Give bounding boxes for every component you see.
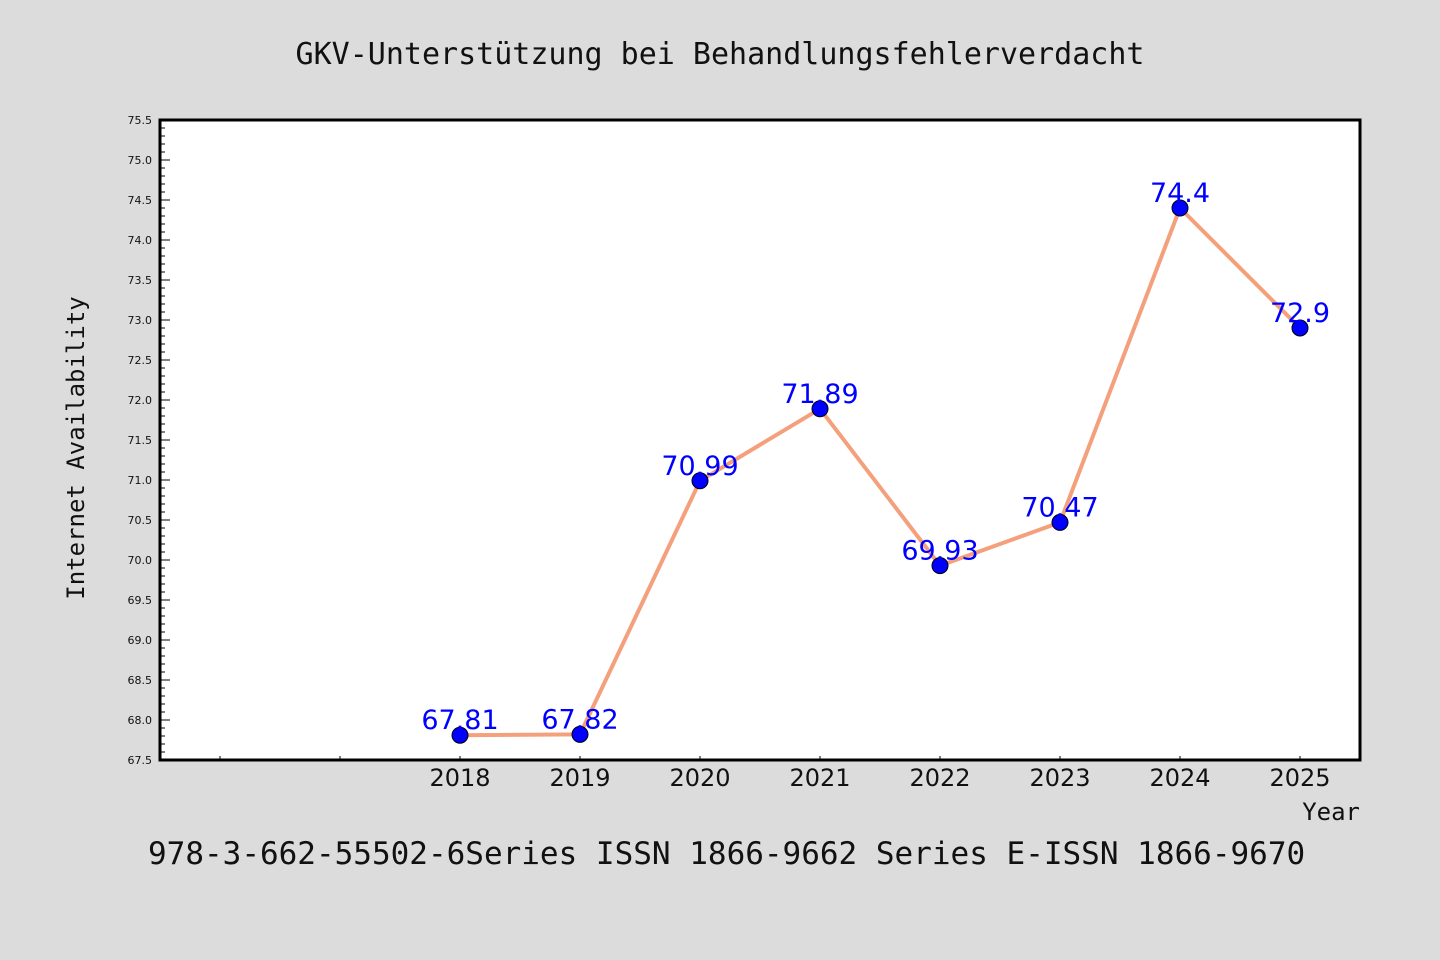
y-tick-label: 70.5: [128, 514, 153, 527]
data-point: [1291, 319, 1309, 337]
x-tick-label: 2022: [909, 764, 970, 792]
data-point-label: 74.4: [1150, 178, 1210, 209]
y-tick-label: 69.0: [128, 634, 153, 647]
y-tick-label: 74.5: [128, 194, 153, 207]
x-tick-label: 2021: [789, 764, 850, 792]
x-tick-label: 2020: [669, 764, 730, 792]
data-point: [1171, 199, 1189, 217]
y-tick-label: 73.5: [128, 274, 153, 287]
data-point: [1051, 513, 1069, 531]
y-tick-label: 67.5: [128, 754, 153, 767]
series-line: [459, 206, 1302, 738]
x-tick-label: 2023: [1029, 764, 1090, 792]
data-point: [811, 400, 829, 418]
data-point-label: 70.47: [1021, 492, 1098, 523]
y-tick-label: 74.0: [128, 234, 153, 247]
x-tick-label: 2019: [549, 764, 610, 792]
y-tick-label: 72.5: [128, 354, 153, 367]
x-axis: 2018 2019 2020 2021 2022 2023 2024 2025: [219, 756, 1331, 792]
x-axis-label: Year: [1302, 798, 1360, 826]
x-tick-label: 2018: [429, 764, 490, 792]
y-tick-label: 73.0: [128, 314, 153, 327]
plot-area: [160, 120, 1360, 760]
y-tick-label: 71.5: [128, 434, 153, 447]
data-point: [451, 726, 469, 744]
footer-isbn-text: 978-3-662-55502-6Series ISSN 1866-9662 S…: [148, 836, 1305, 872]
y-tick-label: 71.0: [128, 474, 153, 487]
y-axis-label: Internet Availability: [62, 296, 90, 599]
series-line-group: [459, 206, 1302, 738]
x-tick-label: 2025: [1269, 764, 1330, 792]
y-tick-label: 75.5: [128, 114, 153, 127]
chart-title: GKV-Unterstützung bei Behandlungsfehlerv…: [296, 37, 1145, 72]
data-point-label: 67.81: [421, 705, 498, 736]
data-point-label: 72.9: [1270, 298, 1330, 329]
data-point-label: 67.82: [541, 704, 618, 735]
data-labels: 67.81 67.82 70.99 71.89 69.93 70.47 74.4 72.9: [421, 178, 1330, 736]
data-point-label: 69.93: [901, 536, 978, 567]
data-point: [931, 557, 949, 575]
plot-frame: [158, 118, 1362, 762]
data-point-label: 71.89: [781, 379, 858, 410]
x-tick-label: 2024: [1149, 764, 1210, 792]
y-tick-label: 69.5: [128, 594, 153, 607]
data-point: [691, 472, 709, 490]
y-tick-label: 68.0: [128, 714, 153, 727]
y-tick-label: 70.0: [128, 554, 153, 567]
y-tick-label: 75.0: [128, 154, 153, 167]
y-axis: 67.5 68.0 68.5 69.0 69.5 70.0 70.5 71.0 71.5 72.0…: [128, 114, 170, 767]
y-tick-label: 68.5: [128, 674, 153, 687]
y-tick-label: 72.0: [128, 394, 153, 407]
data-markers: [451, 199, 1309, 744]
data-point-label: 70.99: [661, 451, 738, 482]
data-point: [571, 725, 589, 743]
